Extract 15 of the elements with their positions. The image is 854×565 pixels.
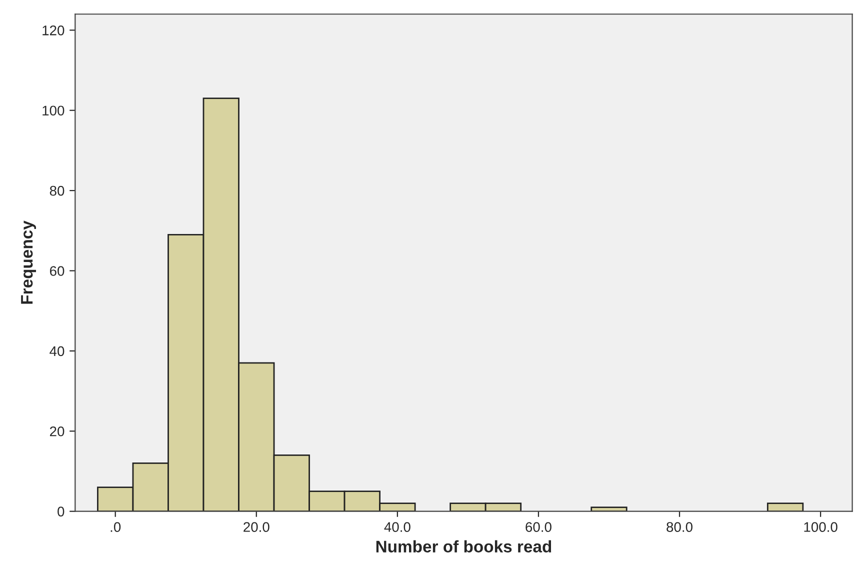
x-tick-label: 40.0 — [384, 522, 410, 532]
y-tick-label: 60 — [50, 266, 64, 276]
x-tick-label: 80.0 — [666, 522, 692, 532]
y-axis-title: Frequency — [21, 220, 36, 304]
x-tick-label: 60.0 — [526, 522, 552, 532]
y-tick-label: 0 — [58, 506, 64, 516]
x-tick-label: .0 — [110, 522, 121, 532]
y-tick-label: 20 — [50, 426, 64, 436]
y-tick-label: 100 — [42, 106, 64, 116]
x-tick-label: 20.0 — [244, 522, 270, 532]
x-axis-title: Number of books read — [376, 540, 552, 552]
y-tick-label: 120 — [42, 26, 64, 36]
x-tick-label: 100.0 — [804, 522, 838, 532]
y-tick-label: 80 — [50, 186, 64, 196]
y-tick-label: 40 — [50, 346, 64, 356]
